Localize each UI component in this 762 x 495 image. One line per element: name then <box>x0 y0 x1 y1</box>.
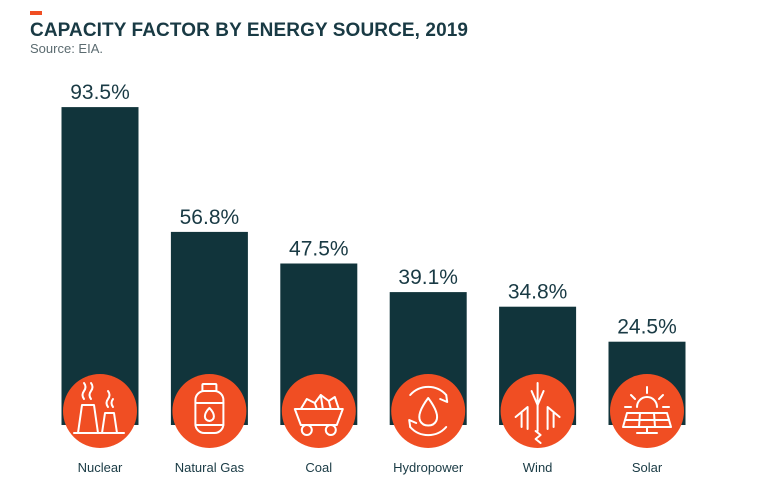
icons-group <box>63 374 684 448</box>
bar-nuclear <box>61 107 139 425</box>
icon-circle-hydropower <box>391 374 466 448</box>
value-label-solar: 24.5% <box>617 316 677 339</box>
category-label-coal: Coal <box>305 460 332 475</box>
value-label-coal: 47.5% <box>289 238 349 261</box>
chart-title: CAPACITY FACTOR BY ENERGY SOURCE, 2019 <box>30 20 469 41</box>
icon-circle-coal <box>281 374 356 448</box>
title-accent-bar <box>30 11 42 15</box>
value-label-hydropower: 39.1% <box>398 266 458 289</box>
water-drop-icon <box>391 374 466 448</box>
wind-turbine-icon <box>500 374 575 448</box>
category-label-hydropower: Hydropower <box>393 460 464 475</box>
icon-circle-nuclear <box>63 374 137 448</box>
icon-circle-solar <box>610 374 684 448</box>
category-label-nuclear: Nuclear <box>78 460 123 475</box>
value-label-nuclear: 93.5% <box>70 81 130 104</box>
chart-source: Source: EIA. <box>30 41 103 56</box>
solar-panel-icon <box>610 374 684 448</box>
value-label-wind: 34.8% <box>508 281 568 304</box>
labels-group: 93.5% Nuclear 56.8% Natural Gas 47.5% Coal 39.… <box>70 81 677 475</box>
nuclear-plant-icon <box>63 374 137 448</box>
category-label-solar: Solar <box>632 460 663 475</box>
bars-group <box>61 107 686 425</box>
coal-cart-icon <box>281 374 356 448</box>
category-label-natural-gas: Natural Gas <box>175 460 245 475</box>
category-label-wind: Wind <box>523 460 553 475</box>
value-label-natural-gas: 56.8% <box>180 206 240 229</box>
gas-tank-icon <box>172 374 247 448</box>
icon-circle-natural-gas <box>172 374 247 448</box>
